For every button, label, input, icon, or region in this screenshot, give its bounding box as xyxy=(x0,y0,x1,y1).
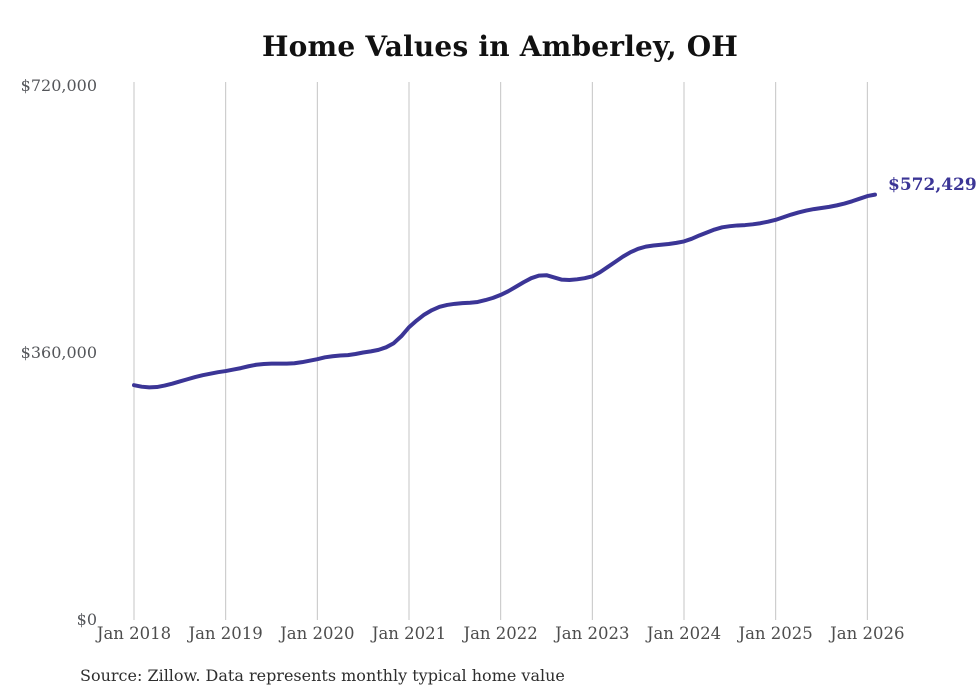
y-axis-tick-0: $0 xyxy=(76,610,97,629)
home-value-series-line xyxy=(132,192,877,390)
source-note: Source: Zillow. Data represents monthly … xyxy=(80,666,565,685)
x-axis-tick-jan-2020: Jan 2020 xyxy=(280,624,355,643)
x-axis-tick-jan-2024: Jan 2024 xyxy=(646,624,722,643)
x-axis-tick-jan-2022: Jan 2022 xyxy=(463,624,538,643)
chart-title: Home Values in Amberley, OH xyxy=(262,30,738,63)
y-axis-tick-720000: $720,000 xyxy=(20,76,97,95)
x-axis-tick-jan-2021: Jan 2021 xyxy=(371,624,447,643)
y-axis-tick-360000: $360,000 xyxy=(20,343,97,362)
x-axis-tick-jan-2026: Jan 2026 xyxy=(830,624,905,643)
x-axis-tick-jan-2019: Jan 2019 xyxy=(188,624,263,643)
latest-value-label: $572,429 xyxy=(888,175,977,195)
x-axis-tick-jan-2018: Jan 2018 xyxy=(96,624,172,643)
x-axis-tick-jan-2023: Jan 2023 xyxy=(555,624,630,643)
x-axis-tick-jan-2025: Jan 2025 xyxy=(738,624,813,643)
